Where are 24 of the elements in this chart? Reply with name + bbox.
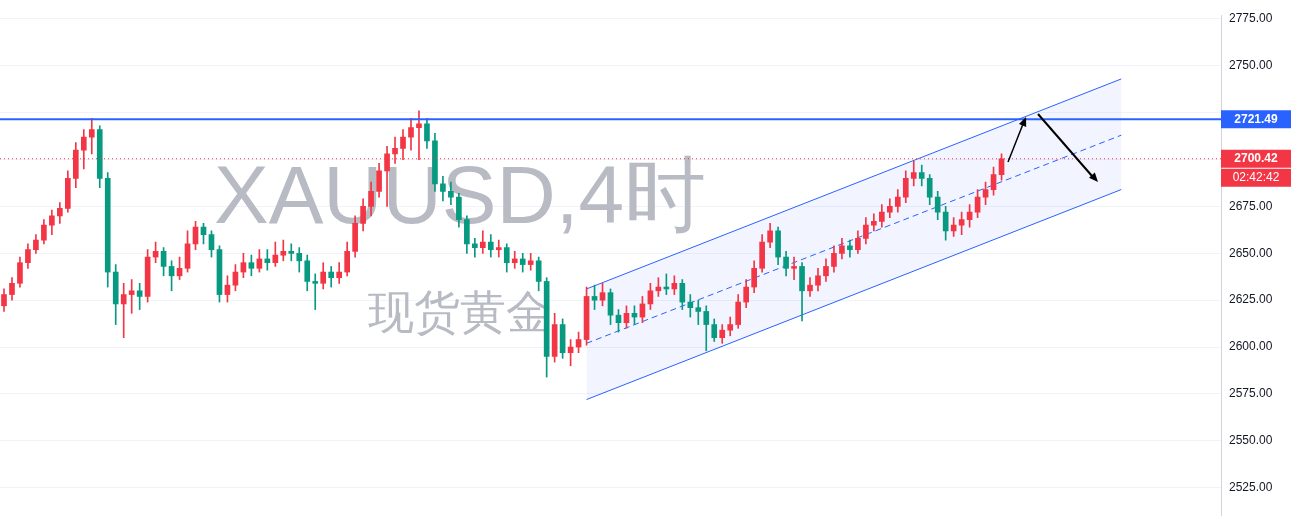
y-tick-label: 2775.00 [1229, 11, 1273, 26]
candlestick [791, 256, 797, 280]
candlestick [695, 299, 702, 325]
candlestick [288, 243, 295, 262]
text: 02:42:42 [1232, 170, 1280, 185]
candlestick [472, 237, 478, 258]
y-tick-label: 2650.00 [1229, 245, 1273, 260]
y-tick-label: 2750.00 [1229, 58, 1273, 73]
candlestick [527, 252, 534, 271]
candlestick [312, 273, 319, 310]
candlestick [495, 239, 502, 258]
ref-line-label: 2721.49 [1234, 111, 1279, 126]
candlestick [336, 262, 342, 284]
y-tick-label: 2525.00 [1229, 479, 1273, 494]
y-tick-label: 2550.00 [1229, 433, 1273, 448]
candlestick [120, 282, 127, 339]
y-tick-label: 2575.00 [1229, 386, 1273, 401]
y-tick-label: 2600.00 [1229, 339, 1273, 354]
y-tick-label: 2675.00 [1229, 198, 1273, 213]
candlestick [511, 251, 518, 269]
ref-line-label: 2700.42 [1234, 151, 1279, 166]
y-tick-label: 2625.00 [1229, 292, 1273, 307]
candlestick [128, 279, 135, 314]
candlestick [280, 239, 287, 262]
